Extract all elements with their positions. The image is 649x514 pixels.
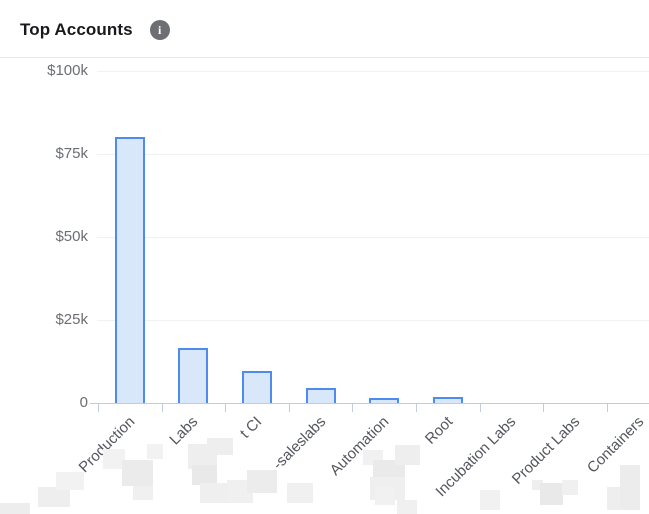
- x-axis-tick: [543, 404, 544, 412]
- y-axis-tick-label: $25k: [55, 311, 88, 328]
- redacted-text-blur: [200, 483, 227, 503]
- redacted-text-blur: [133, 486, 153, 500]
- x-axis-tick: [289, 404, 290, 412]
- redacted-text-blur: [395, 445, 420, 465]
- redacted-text-blur: [147, 444, 163, 459]
- x-axis-tick: [416, 404, 417, 412]
- redacted-text-blur: [287, 483, 313, 503]
- bar-t-ci[interactable]: [242, 371, 272, 403]
- redacted-text-blur: [56, 472, 84, 490]
- bar-labs[interactable]: [178, 348, 208, 403]
- x-axis-tick: [352, 404, 353, 412]
- redacted-text-blur: [38, 487, 70, 507]
- info-icon[interactable]: i: [149, 20, 170, 40]
- redacted-text-blur: [397, 500, 417, 514]
- bar-production[interactable]: [115, 137, 145, 403]
- redacted-text-blur: [207, 438, 233, 455]
- gridline: [97, 237, 649, 238]
- redacted-text-blur: [375, 487, 395, 505]
- y-axis-tick-label: $75k: [55, 145, 88, 162]
- redacted-text-blur: [227, 480, 253, 503]
- bar--saleslabs[interactable]: [306, 388, 336, 403]
- y-axis-tick-label: $100k: [47, 62, 88, 79]
- top-accounts-bar-chart: $100k $75k $50k $25k 0 Production Labs t CI -sal…: [0, 58, 649, 514]
- redacted-text-blur: [540, 483, 563, 505]
- widget-title: Top Accounts: [20, 20, 133, 39]
- gridline: [97, 320, 649, 321]
- x-axis-tick: [607, 404, 608, 412]
- redacted-text-blur: [103, 449, 125, 469]
- header-divider: [0, 57, 649, 58]
- y-axis-tick-label: 0: [79, 394, 88, 411]
- redacted-text-blur: [532, 480, 543, 490]
- x-axis-tick: [480, 404, 481, 412]
- gridline: [97, 154, 649, 155]
- x-axis-tick: [225, 404, 226, 412]
- redacted-text-blur: [0, 503, 30, 514]
- redacted-text-blur: [620, 465, 640, 510]
- x-axis-tick: [98, 404, 99, 412]
- x-axis-tick: [162, 404, 163, 412]
- redacted-text-blur: [122, 460, 153, 486]
- redacted-text-blur: [480, 490, 500, 510]
- x-axis-line: [90, 403, 649, 404]
- redacted-text-blur: [247, 470, 277, 493]
- widget-header: Top Accounts i: [20, 16, 170, 44]
- bar-automation[interactable]: [369, 398, 399, 403]
- redacted-text-blur: [192, 465, 217, 485]
- redacted-text-blur: [562, 480, 578, 495]
- y-axis-tick-label: $50k: [55, 228, 88, 245]
- gridline: [97, 71, 649, 72]
- bar-root[interactable]: [433, 397, 463, 403]
